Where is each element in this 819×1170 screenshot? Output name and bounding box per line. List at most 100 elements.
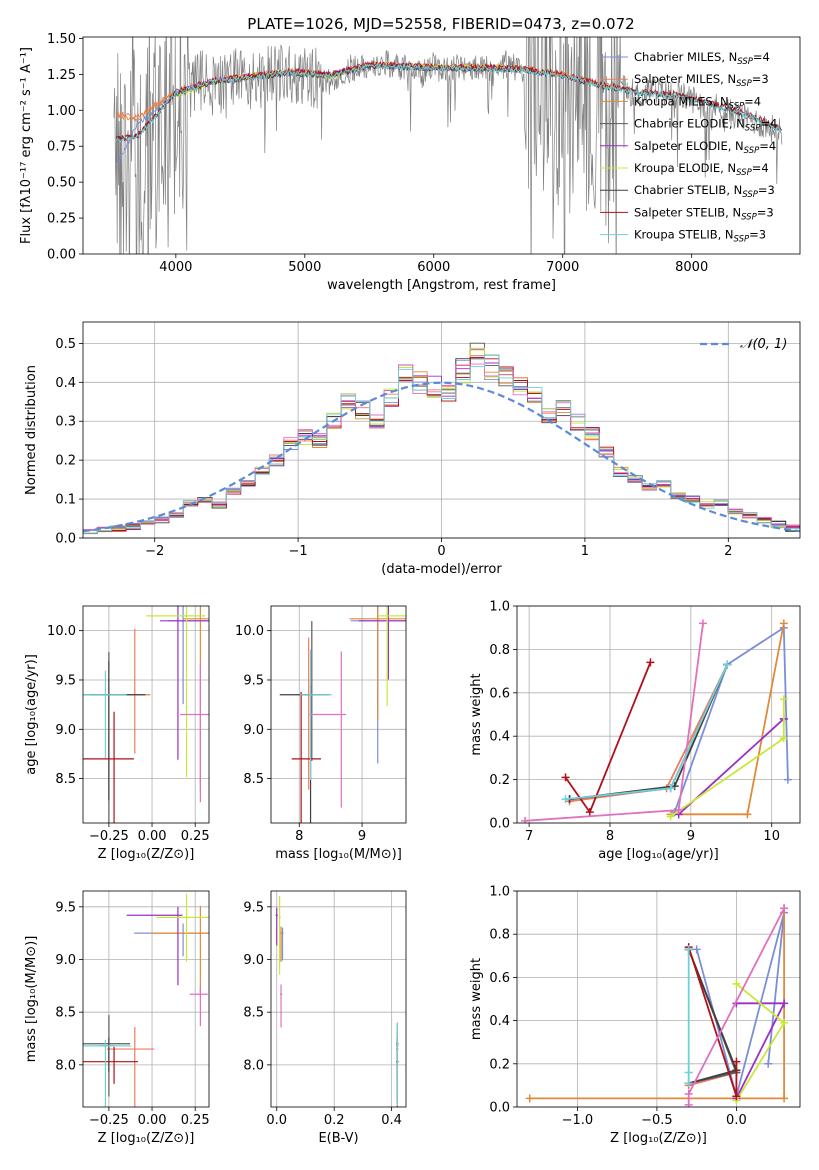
legend-entry: 𝒩(0, 1) <box>740 337 787 352</box>
x-tick-label: −0.5 <box>641 1113 673 1128</box>
legend-entry: Kroupa STELIB, NSSP=3 <box>634 228 766 245</box>
component-marker <box>780 1094 789 1103</box>
component-marker <box>779 695 788 704</box>
component-marker <box>743 810 752 819</box>
component-marker <box>698 619 707 628</box>
component-marker <box>684 1068 693 1077</box>
y-tick-label: 0.8 <box>489 643 510 658</box>
spectrum-model-line <box>116 62 783 143</box>
component-marker <box>646 658 655 667</box>
y-tick-label: 1.0 <box>489 600 510 615</box>
mass-vs-Z-xlabel: Z [log₁₀(Z/Z⊙)] <box>98 1131 195 1146</box>
component-marker <box>684 945 693 954</box>
age-vs-mass-panel: 8 9 8.5 9.0 9.5 10.0 mass [log₁₀(M/M⊙)] <box>235 605 407 862</box>
component-marker <box>780 1018 789 1027</box>
spectrum-frame <box>82 36 801 255</box>
y-tick-label: 9.5 <box>243 673 264 688</box>
residuals-frame <box>82 321 801 539</box>
age-vs-Z-xlabel: Z [log₁₀(Z/Z⊙)] <box>98 847 195 862</box>
y-tick-label: 0.50 <box>47 176 76 191</box>
mass-vs-Z-panel: −0.25 0.00 0.25 8.0 8.5 9.0 9.5 Z [log₁₀(Z/Z⊙)]… <box>24 890 210 1146</box>
legend-entry: Salpeter MILES, NSSP=3 <box>634 72 769 89</box>
y-tick-label: 0.2 <box>489 773 510 788</box>
component-marker <box>684 1090 693 1099</box>
y-tick-label: 1.25 <box>47 68 76 83</box>
y-tick-label: 0.6 <box>489 971 510 986</box>
spectrum-legend: Chabrier MILES, NSSP=4 Salpeter MILES, NS… <box>600 50 777 245</box>
y-tick-label: 0.4 <box>489 1014 510 1029</box>
component-line <box>673 626 789 813</box>
legend-entry: Chabrier MILES, NSSP=4 <box>634 50 770 67</box>
component-marker <box>692 945 701 954</box>
x-tick-label: 6000 <box>417 260 450 275</box>
x-tick-label: 0.00 <box>138 829 167 844</box>
legend-entry: Kroupa MILES, NSSP=4 <box>634 94 761 111</box>
y-tick-label: 9.5 <box>55 673 76 688</box>
y-tick-label: 9.5 <box>55 900 76 915</box>
y-tick-label: 8.5 <box>243 1006 264 1021</box>
x-tick-label: 10 <box>763 829 780 844</box>
x-tick-label: 7 <box>525 829 533 844</box>
x-tick-label: −0.25 <box>89 1113 129 1128</box>
component-marker <box>780 904 789 913</box>
spectrum-panel: 4000 5000 6000 7000 8000 0.00 0.25 0.50 0.75 1.00… <box>19 32 801 293</box>
y-tick-label: 9.0 <box>55 723 76 738</box>
y-tick-label: 8.5 <box>55 1006 76 1021</box>
x-tick-label: 0.25 <box>181 1113 210 1128</box>
y-tick-label: 0.4 <box>55 376 76 391</box>
component-line <box>670 623 785 816</box>
x-tick-label: −1 <box>289 544 308 559</box>
y-tick-label: 0.3 <box>55 415 76 430</box>
weight-vs-Z-frame <box>516 890 801 1108</box>
weight-vs-age-panel: 7 8 9 10 0.0 0.2 0.4 0.6 0.8 1.0 age [log₁₀(age/yr… <box>469 600 801 862</box>
component-marker <box>779 734 788 743</box>
residuals-xlabel: (data-model)/error <box>381 562 502 577</box>
weight-vs-age-xlabel: age [log₁₀(age/yr)] <box>598 847 719 862</box>
y-tick-label: 9.0 <box>243 723 264 738</box>
y-tick-label: 9.0 <box>55 953 76 968</box>
age-vs-mass-plot-area <box>279 606 406 823</box>
component-marker <box>585 808 594 817</box>
component-marker <box>666 812 675 821</box>
y-tick-label: 0.0 <box>489 817 510 832</box>
legend-entry: Salpeter STELIB, NSSP=3 <box>634 205 774 222</box>
spectrum-plot-area <box>113 37 783 254</box>
mass-vs-EBV-plot-area <box>275 895 399 1107</box>
component-marker <box>764 1059 773 1068</box>
y-tick-label: 8.0 <box>55 1058 76 1073</box>
x-tick-label: −0.25 <box>89 829 129 844</box>
age-vs-Z-panel: −0.25 0.00 0.25 8.5 9.0 9.5 10.0 Z [log₁₀(Z/Z⊙)… <box>24 605 210 862</box>
x-tick-label: 4000 <box>159 260 192 275</box>
x-tick-label: 0.00 <box>138 1113 167 1128</box>
component-marker <box>684 1079 693 1088</box>
residuals-plot-area <box>83 342 800 535</box>
x-tick-label: 2 <box>724 544 732 559</box>
x-tick-label: 0.4 <box>381 1113 402 1128</box>
y-tick-label: 0.0 <box>489 1101 510 1116</box>
weight-vs-age-ylabel: mass weight <box>469 673 484 755</box>
residuals-panel: −2 −1 0 1 2 0.0 0.1 0.2 0.3 0.4 0.5 (data-model)/er… <box>24 321 801 577</box>
y-tick-label: 8.0 <box>243 1058 264 1073</box>
histogram-step <box>83 354 800 534</box>
x-tick-label: 8 <box>295 829 303 844</box>
mass-vs-Z-plot-area <box>83 893 209 1107</box>
y-tick-label: 1.00 <box>47 104 76 119</box>
mass-vs-Z-ylabel: mass [log₁₀(M/M⊙)] <box>24 936 39 1063</box>
component-marker <box>732 979 741 988</box>
x-tick-label: 1 <box>581 544 589 559</box>
component-marker <box>561 795 570 804</box>
residuals-ylabel: Normed distribution <box>24 365 39 495</box>
x-tick-label: 0.25 <box>181 829 210 844</box>
y-tick-label: 0.75 <box>47 140 76 155</box>
y-tick-label: 0.2 <box>489 1057 510 1072</box>
component-marker <box>684 1100 693 1107</box>
age-vs-mass-xlabel: mass [log₁₀(M/M⊙)] <box>275 847 402 862</box>
component-marker <box>723 660 732 669</box>
weight-vs-Z-ylabel: mass weight <box>469 958 484 1040</box>
y-tick-label: 9.0 <box>243 953 264 968</box>
y-tick-label: 0.2 <box>55 454 76 469</box>
component-marker <box>561 773 570 782</box>
age-vs-mass-frame <box>270 605 407 824</box>
component-line <box>687 946 738 1097</box>
